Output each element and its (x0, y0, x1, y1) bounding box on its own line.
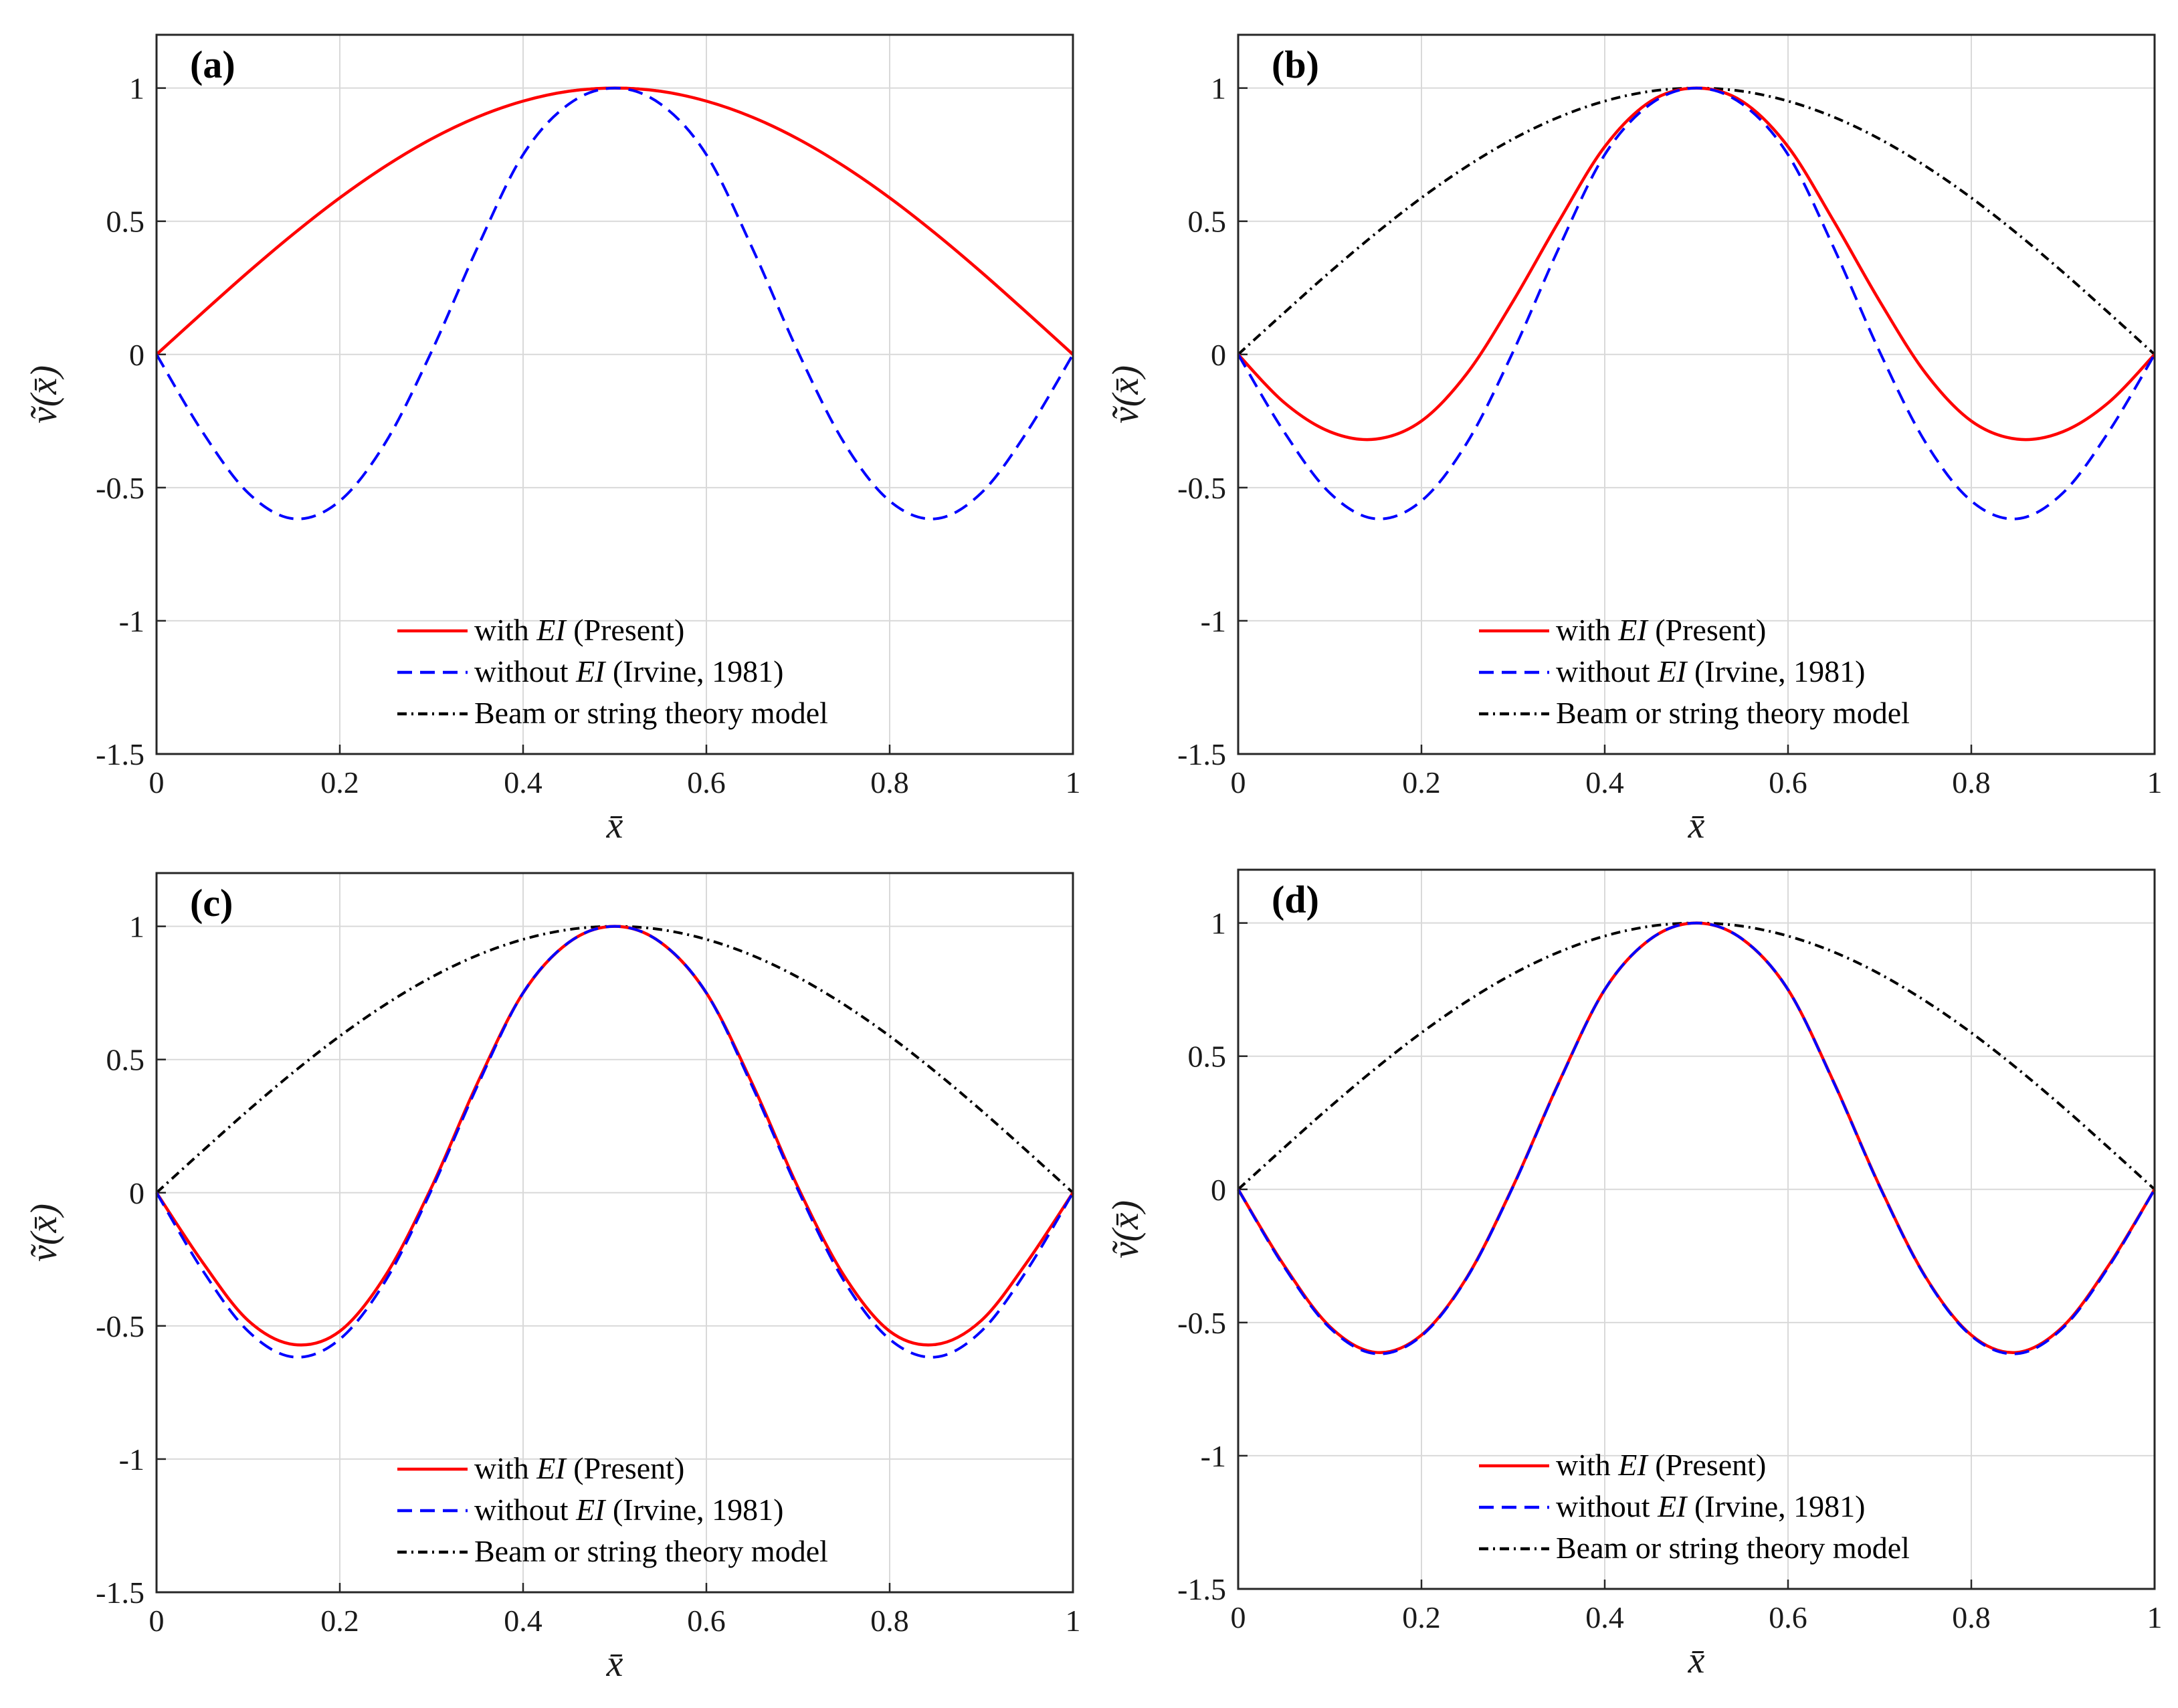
x-axis-label: x̄ (1688, 1640, 1705, 1681)
legend-entry-irvine: without EI (Irvine, 1981) (1556, 1489, 1865, 1523)
x-tick-label: 0.2 (1402, 1600, 1441, 1634)
x-tick-label: 0 (149, 1604, 165, 1638)
y-tick-label: 0 (1211, 1173, 1226, 1207)
y-tick-label: -1.5 (96, 737, 144, 771)
x-axis-label: x̄ (606, 1643, 623, 1685)
x-tick-label: 0 (1231, 1600, 1246, 1634)
legend-entry-present: with EI (Present) (474, 613, 684, 647)
y-tick-label: 0.5 (1188, 1040, 1227, 1074)
x-tick-label: 0.4 (1585, 1600, 1624, 1634)
x-tick-label: 0 (1231, 765, 1246, 799)
panel-d-group: 0 0.2 0.4 0.6 0.8 1 -1.5 -1 -0.5 0 0.5 1 x̄ ṽ(x̄) (d) w… (1105, 868, 2163, 1681)
y-tick-label: 1 (129, 910, 144, 944)
y-tick-label: -1 (119, 604, 144, 638)
x-tick-label: 0.6 (687, 765, 726, 799)
x-tick-label: 0.6 (687, 1604, 726, 1638)
y-tick-label: 1 (129, 72, 144, 106)
legend-entry-irvine: without EI (Irvine, 1981) (474, 1493, 783, 1527)
plot-area (1238, 35, 2155, 754)
x-tick-label: 0.2 (320, 1604, 359, 1638)
series-line-irvine (1237, 921, 2156, 1355)
y-tick-label: 1 (1211, 907, 1226, 941)
y-axis-label: ṽ(x̄) (23, 1204, 65, 1262)
panel-c-group: 0 0.2 0.4 0.6 0.8 1 -1.5 -1 -0.5 0 0.5 1 x̄ ṽ(x̄) (c) w… (23, 872, 1081, 1685)
axes-frame (155, 33, 1074, 755)
axes-frame (1237, 868, 2156, 1590)
legend-entry-beam: Beam or string theory model (474, 696, 828, 730)
x-tick-label: 1 (1066, 1604, 1081, 1638)
legend-entry-present: with EI (Present) (1556, 1448, 1766, 1482)
x-tick-label: 0 (149, 765, 165, 799)
y-tick-label: 0.5 (106, 205, 145, 239)
y-tick-label: 0.5 (1188, 205, 1227, 239)
y-tick-label: -1.5 (1177, 1572, 1226, 1606)
panel-a-group: 0 0.2 0.4 0.6 0.8 1 -1.5 -1 -0.5 0 0.5 1 x̄ ṽ(x̄) (a) w… (23, 33, 1081, 846)
panel-label: (d) (1272, 878, 1319, 921)
x-tick-label: 0.2 (1402, 765, 1441, 799)
legend-entry-present: with EI (Present) (474, 1451, 684, 1485)
y-tick-label: 1 (1211, 72, 1226, 106)
y-axis-label: ṽ(x̄) (1105, 1200, 1147, 1258)
y-tick-label: -0.5 (1177, 471, 1226, 505)
legend-entry-beam: Beam or string theory model (474, 1534, 828, 1568)
x-tick-label: 0.4 (504, 1604, 542, 1638)
legend-entry-beam: Beam or string theory model (1556, 1531, 1910, 1565)
x-tick-label: 0.2 (320, 765, 359, 799)
x-tick-label: 0.4 (504, 765, 542, 799)
x-tick-label: 1 (2147, 1600, 2163, 1634)
x-tick-label: 1 (2147, 765, 2163, 799)
y-tick-label: -0.5 (96, 471, 144, 505)
plot-area (157, 35, 1073, 754)
legend-entry-irvine: without EI (Irvine, 1981) (474, 654, 783, 688)
x-axis-label: x̄ (606, 805, 623, 846)
x-axis-label: x̄ (1688, 805, 1705, 846)
y-tick-label: -1.5 (1177, 737, 1226, 771)
x-tick-label: 0.6 (1769, 1600, 1807, 1634)
y-axis-label: ṽ(x̄) (1105, 365, 1147, 423)
axes-frame (155, 872, 1074, 1594)
x-tick-label: 1 (1066, 765, 1081, 799)
y-tick-label: -1 (1201, 604, 1226, 638)
legend-entry-beam: Beam or string theory model (1556, 696, 1910, 730)
legend-entry-irvine: without EI (Irvine, 1981) (1556, 654, 1865, 688)
panel-label: (c) (190, 881, 233, 925)
legend-entry-present: with EI (Present) (1556, 613, 1766, 647)
x-tick-label: 0.4 (1585, 765, 1624, 799)
axes-frame (1237, 33, 2156, 755)
y-tick-label: 0.5 (106, 1043, 145, 1077)
plot-area (1238, 870, 2155, 1589)
panel-label: (a) (190, 43, 235, 86)
x-tick-label: 0.8 (870, 1604, 909, 1638)
panel-b-group: 0 0.2 0.4 0.6 0.8 1 -1.5 -1 -0.5 0 0.5 1 x̄ ṽ(x̄) (b) w… (1105, 33, 2163, 846)
series-line-irvine (155, 86, 1074, 520)
y-tick-label: -1.5 (96, 1576, 144, 1610)
y-tick-label: -0.5 (96, 1309, 144, 1343)
y-tick-label: -1 (1201, 1439, 1226, 1473)
y-tick-label: 0 (1211, 338, 1226, 372)
y-tick-label: 0 (129, 338, 144, 372)
x-tick-label: 0.8 (1952, 1600, 1991, 1634)
series-line-irvine (1237, 86, 2156, 520)
series-line-irvine (155, 925, 1074, 1359)
x-tick-label: 0.6 (1769, 765, 1807, 799)
plot-area (157, 873, 1073, 1592)
x-tick-label: 0.8 (1952, 765, 1991, 799)
y-tick-label: 0 (129, 1176, 144, 1210)
panel-label: (b) (1272, 43, 1319, 86)
y-tick-label: -0.5 (1177, 1306, 1226, 1340)
x-tick-label: 0.8 (870, 765, 909, 799)
y-axis-label: ṽ(x̄) (23, 365, 65, 423)
y-tick-label: -1 (119, 1442, 144, 1477)
